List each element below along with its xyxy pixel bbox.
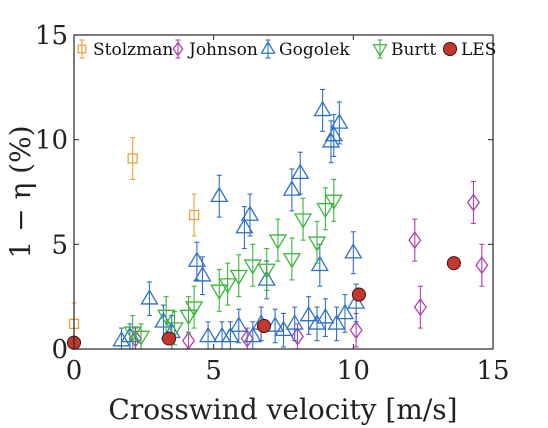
data-point <box>324 125 343 142</box>
data-point <box>229 269 248 286</box>
x-tick-label: 15 <box>476 356 509 386</box>
data-point <box>128 329 143 348</box>
data-point <box>256 318 272 334</box>
data-point <box>243 259 262 275</box>
data-point <box>127 153 138 164</box>
data-point <box>327 314 346 330</box>
x-axis-title: Crosswind velocity [m/s] <box>108 393 457 426</box>
axis-ticks: 0 5 10 15 0 5 10 15 <box>35 21 510 386</box>
data-point <box>165 322 184 338</box>
legend-marker <box>260 40 276 54</box>
legend-item-les: LES <box>442 40 496 60</box>
y-tick-label: 15 <box>35 21 68 51</box>
data-point <box>316 307 335 324</box>
data-point <box>123 326 142 342</box>
x-tick-label: 10 <box>337 356 370 386</box>
data-point <box>193 266 212 282</box>
data-point <box>330 113 349 129</box>
data-point <box>157 309 176 326</box>
data-point <box>285 314 304 330</box>
data-point <box>240 329 254 348</box>
legend-label: Gogolek <box>279 40 350 60</box>
data-point <box>307 236 327 252</box>
data-point <box>235 217 254 234</box>
data-point <box>198 326 218 343</box>
data-point <box>316 202 335 219</box>
data-point <box>475 256 489 275</box>
x-tick-label: 5 <box>205 356 222 386</box>
data-point <box>291 163 310 180</box>
data-point <box>229 316 248 332</box>
legend-label: Johnson <box>187 40 258 60</box>
data-point <box>218 278 237 294</box>
data-point <box>131 330 151 347</box>
data-point <box>290 327 305 346</box>
legend-marker <box>77 44 87 54</box>
series-les <box>66 256 461 350</box>
legend-item-burtt: Burtt <box>372 39 436 60</box>
data-point <box>335 303 355 320</box>
legend: Stolzman Johnson Gogolek Burtt LES <box>77 39 496 60</box>
legend-item-johnson: Johnson <box>172 39 258 60</box>
legend-label: LES <box>461 40 496 60</box>
data-point <box>210 186 229 203</box>
y-axis-title: 1 − η (%) <box>4 125 37 258</box>
data-point <box>293 213 313 229</box>
data-point <box>140 289 159 305</box>
data-point <box>179 309 198 326</box>
data-point <box>344 243 363 259</box>
legend-marker <box>372 44 388 58</box>
data-point <box>221 326 240 343</box>
data-point <box>268 234 288 250</box>
series-stolzman <box>68 137 200 346</box>
series-gogolek <box>112 88 366 350</box>
legend-marker <box>172 41 184 57</box>
data-point <box>184 301 204 317</box>
legend-item-gogolek: Gogolek <box>260 39 350 60</box>
data-point <box>282 253 302 269</box>
data-point <box>120 326 140 343</box>
data-point <box>161 331 177 346</box>
x-tick-label: 0 <box>66 356 83 386</box>
plot-frame <box>73 34 494 350</box>
data-point <box>188 209 200 221</box>
data-point <box>257 263 276 280</box>
legend-item-stolzman: Stolzman <box>77 39 173 60</box>
series-burtt <box>123 178 343 350</box>
data-point <box>265 316 285 332</box>
data-point <box>240 205 260 221</box>
data-point <box>210 284 229 301</box>
plot-marks <box>66 88 489 350</box>
data-point <box>282 180 302 196</box>
y-tick-label: 0 <box>51 335 68 365</box>
data-point <box>187 251 207 267</box>
data-point <box>112 330 131 347</box>
legend-label: Burtt <box>391 40 436 60</box>
data-point <box>154 312 173 328</box>
data-point <box>349 321 363 340</box>
legend-marker <box>442 41 458 57</box>
data-point <box>351 287 366 302</box>
data-point <box>466 193 481 212</box>
data-point <box>299 305 318 322</box>
data-point <box>408 231 422 250</box>
data-point <box>446 256 461 271</box>
data-point <box>313 100 332 117</box>
data-point <box>324 194 343 211</box>
legend-label: Stolzman <box>93 40 173 60</box>
y-tick-label: 10 <box>35 126 68 156</box>
data-point <box>413 298 427 317</box>
y-tick-label: 5 <box>51 230 68 260</box>
data-point <box>243 326 262 343</box>
